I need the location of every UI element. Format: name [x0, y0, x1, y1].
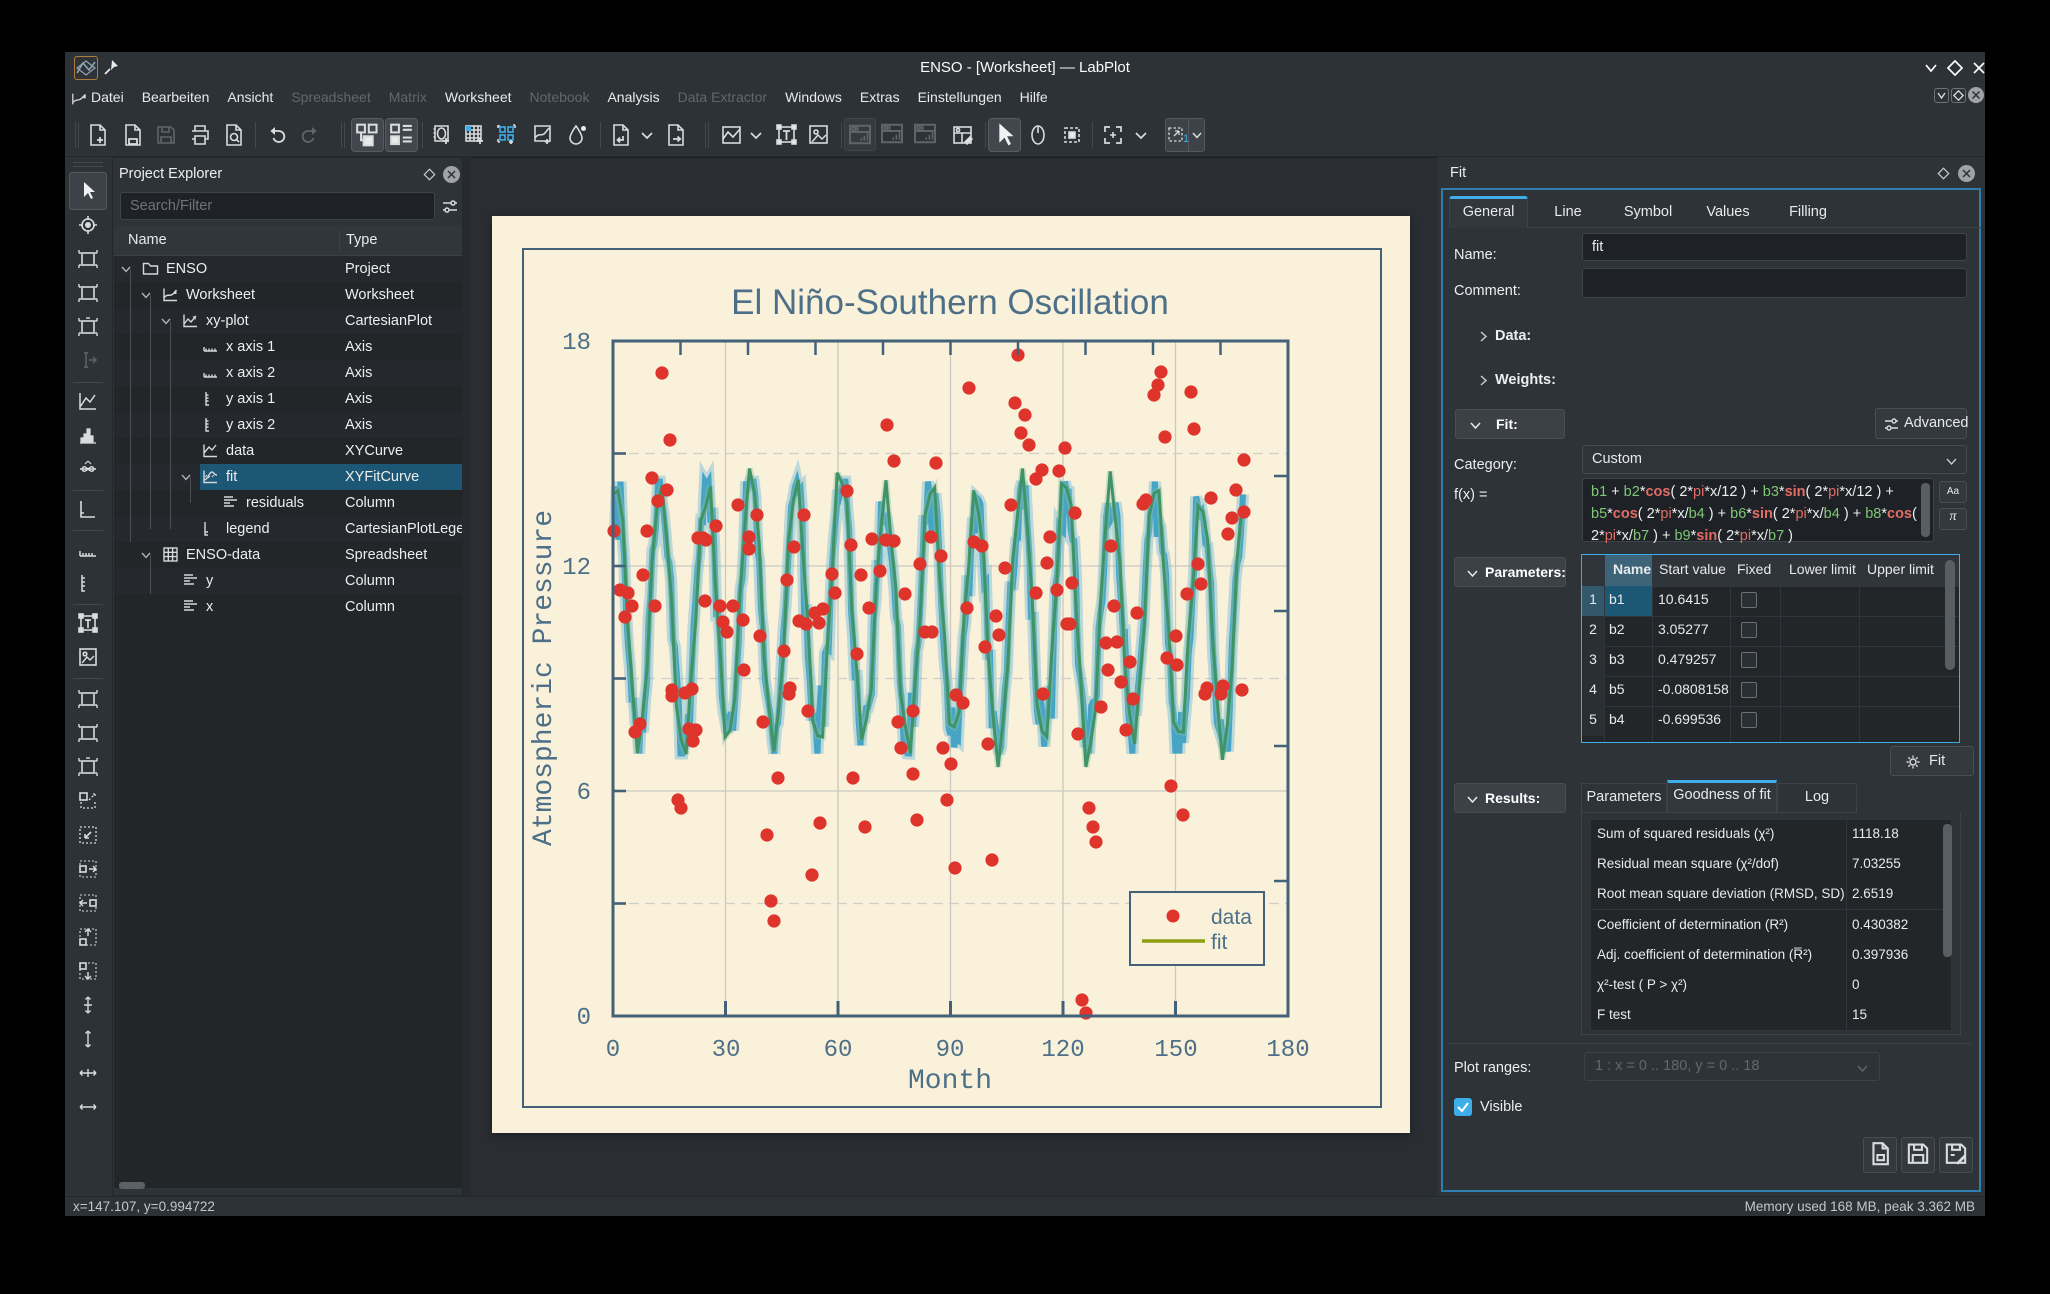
- svg-text:Atmospheric Pressure: Atmospheric Pressure: [529, 510, 560, 846]
- svg-text:60: 60: [824, 1037, 853, 1064]
- svg-text:0: 0: [577, 1005, 591, 1032]
- svg-text:El Niño-Southern Oscillation: El Niño-Southern Oscillation: [731, 283, 1169, 322]
- svg-text:0: 0: [606, 1037, 620, 1064]
- svg-text:6: 6: [577, 780, 591, 807]
- svg-text:fit: fit: [1211, 931, 1228, 954]
- svg-text:90: 90: [936, 1037, 965, 1064]
- svg-text:30: 30: [712, 1037, 741, 1064]
- svg-text:12: 12: [562, 555, 591, 582]
- svg-text:1: 1: [1183, 133, 1188, 145]
- svg-text:180: 180: [1266, 1037, 1309, 1064]
- svg-text:Month: Month: [908, 1066, 992, 1097]
- svg-text:150: 150: [1154, 1037, 1197, 1064]
- svg-text:18: 18: [562, 330, 591, 357]
- svg-text:data: data: [1211, 906, 1252, 929]
- svg-text:120: 120: [1041, 1037, 1084, 1064]
